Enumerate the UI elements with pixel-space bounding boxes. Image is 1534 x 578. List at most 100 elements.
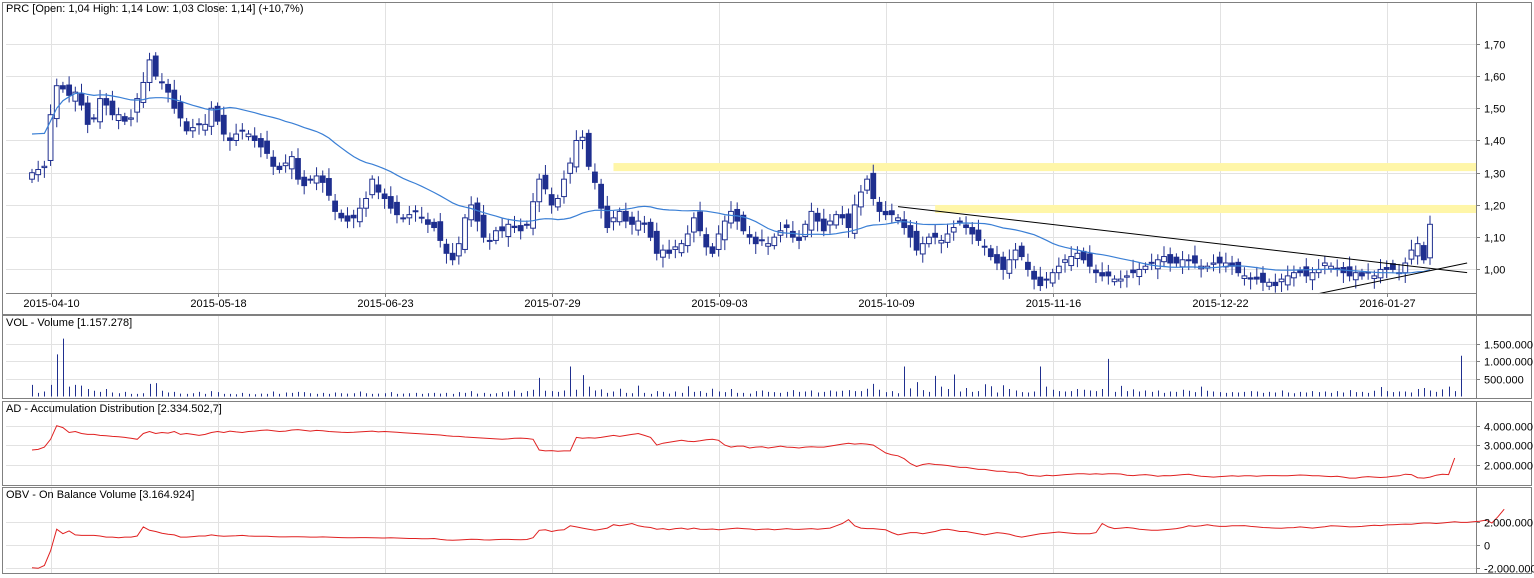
- candle-up: [486, 239, 493, 242]
- candle-up: [1241, 275, 1248, 279]
- candle-up: [1006, 259, 1013, 274]
- candle-down: [1093, 269, 1099, 274]
- ad-panel-frame: [2, 401, 1532, 486]
- candle-down: [276, 165, 283, 171]
- candle-down: [437, 221, 444, 241]
- candle-down: [963, 224, 969, 229]
- candle-down: [876, 201, 883, 212]
- candle-down: [913, 230, 920, 251]
- price-y-tick-label: 1,10: [1484, 233, 1505, 245]
- candle-down: [424, 219, 431, 225]
- candle-up: [1123, 275, 1130, 278]
- candle-down: [1031, 270, 1038, 280]
- candle-up: [1291, 272, 1297, 279]
- candle-up: [944, 233, 951, 243]
- volume-panel-title: VOL - Volume [1.157.278]: [6, 317, 132, 329]
- candle-up: [926, 236, 932, 245]
- candle-down: [585, 132, 592, 167]
- candle-down: [888, 210, 895, 216]
- obv-y-tick-label: 2.000.000: [1484, 518, 1533, 530]
- candle-up: [833, 214, 840, 226]
- candle-down: [381, 193, 388, 200]
- candle-down: [604, 205, 611, 229]
- candle-up: [728, 210, 734, 224]
- candle-down: [629, 216, 635, 225]
- candle-up: [802, 223, 809, 238]
- price-y-tick-label: 1,40: [1484, 136, 1505, 148]
- candle-down: [387, 196, 394, 209]
- candle-down: [981, 245, 988, 248]
- volume-panel-frame: [2, 315, 1532, 399]
- candle-up: [684, 233, 691, 247]
- candle-up: [1309, 272, 1316, 281]
- candle-up: [41, 165, 48, 169]
- ad-line: [31, 425, 1456, 479]
- candle-down: [319, 175, 326, 183]
- candle-down: [598, 183, 604, 209]
- candle-down: [183, 121, 190, 132]
- candle-up: [523, 223, 530, 226]
- candle-down: [499, 226, 506, 232]
- candle-up: [400, 217, 407, 220]
- candle-down: [1272, 281, 1279, 287]
- candle-down: [641, 222, 648, 225]
- candle-down: [220, 114, 227, 135]
- obv-line: [31, 508, 1505, 569]
- x-tick-label: 2015-12-22: [1192, 298, 1248, 310]
- candle-up: [919, 243, 926, 255]
- candle-up: [536, 178, 543, 203]
- candle-down: [932, 232, 939, 238]
- resistance-zone: [935, 204, 1476, 214]
- candle-up: [505, 223, 512, 238]
- candle-up: [1043, 278, 1050, 281]
- obv-y-tick-label: 0: [1484, 541, 1490, 553]
- candle-up: [1210, 262, 1217, 265]
- candle-down: [796, 236, 802, 241]
- candle-up: [468, 204, 475, 221]
- candle-up: [1371, 275, 1378, 279]
- candle-down: [870, 172, 877, 200]
- candle-up: [678, 243, 685, 254]
- candle-down: [214, 105, 221, 122]
- candle-up: [140, 81, 147, 103]
- candle-down: [783, 224, 790, 229]
- price-panel-frame: [2, 2, 1532, 315]
- candle-down: [1018, 245, 1025, 258]
- candle-down: [177, 101, 184, 119]
- candle-down: [227, 137, 233, 141]
- candle-down: [326, 178, 332, 196]
- candle-up: [1352, 272, 1359, 281]
- candle-up: [29, 172, 35, 180]
- candle-up: [610, 217, 617, 223]
- candle-down: [1253, 276, 1260, 280]
- candle-down: [907, 225, 914, 238]
- candle-down: [882, 210, 889, 216]
- candle-up: [455, 243, 462, 257]
- candle-up: [134, 98, 141, 113]
- volume-y-tick-label: 1.000.000: [1484, 357, 1533, 369]
- volume-y-tick-label: 1.500.000: [1484, 340, 1533, 352]
- candle-down: [1173, 256, 1180, 264]
- candle-down: [196, 123, 202, 126]
- candle-down: [270, 156, 277, 167]
- x-tick-label: 2015-11-16: [1026, 298, 1081, 310]
- ad-y-tick-label: 3.000.000: [1484, 441, 1533, 453]
- resistance-zone: [613, 163, 1476, 172]
- candle-up: [956, 220, 963, 223]
- candle-up: [307, 178, 314, 181]
- candle-down: [480, 214, 487, 238]
- candle-down: [1086, 253, 1093, 267]
- candle-up: [1266, 281, 1273, 287]
- candle-down: [301, 176, 308, 187]
- candle-down: [1235, 261, 1242, 274]
- candle-up: [672, 246, 679, 250]
- candle-up: [288, 156, 295, 170]
- candle-down: [1192, 255, 1198, 264]
- candle-up: [1142, 265, 1149, 270]
- candle-down: [548, 194, 555, 206]
- candle-down: [517, 225, 524, 232]
- candle-up: [115, 114, 122, 122]
- candle-down: [264, 140, 270, 154]
- candle-up: [1427, 223, 1433, 259]
- candle-up: [721, 220, 728, 241]
